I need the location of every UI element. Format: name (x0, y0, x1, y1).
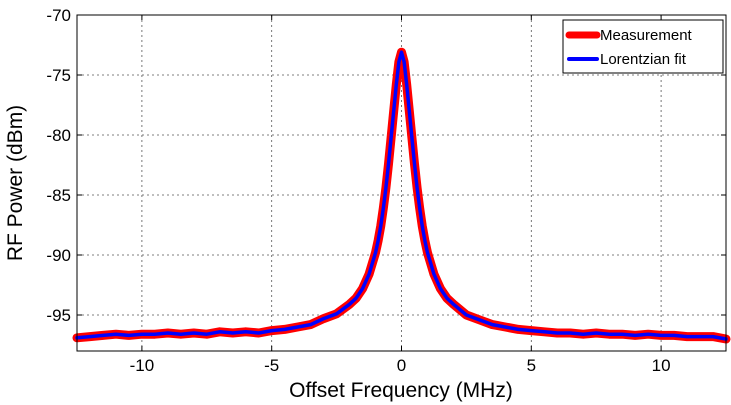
y-tick-label: -75 (46, 66, 71, 85)
x-axis-title: Offset Frequency (MHz) (289, 379, 513, 402)
legend: Measurement Lorentzian fit (562, 19, 724, 74)
x-tick-label: 0 (397, 356, 406, 375)
series-line-lorentzian-fit (75, 50, 728, 341)
axis-ticks: -10 -5 0 5 10 -95 -90 -85 -80 -75 -70 (46, 6, 726, 375)
y-tick-label: -70 (46, 6, 71, 25)
y-tick-label: -80 (46, 126, 71, 145)
series-lines (72, 47, 731, 344)
legend-label-measurement: Measurement (600, 27, 693, 44)
y-tick-label: -95 (46, 306, 71, 325)
y-tick-label: -85 (46, 186, 71, 205)
y-axis-title: RF Power (dBm) (4, 105, 27, 261)
y-tick-label: -90 (46, 246, 71, 265)
x-tick-label: -10 (130, 356, 155, 375)
x-tick-label: -5 (264, 356, 279, 375)
x-tick-label: 10 (652, 356, 671, 375)
legend-label-lorentzian-fit: Lorentzian fit (600, 51, 687, 68)
x-tick-label: 5 (527, 356, 536, 375)
legend-box (562, 19, 724, 74)
